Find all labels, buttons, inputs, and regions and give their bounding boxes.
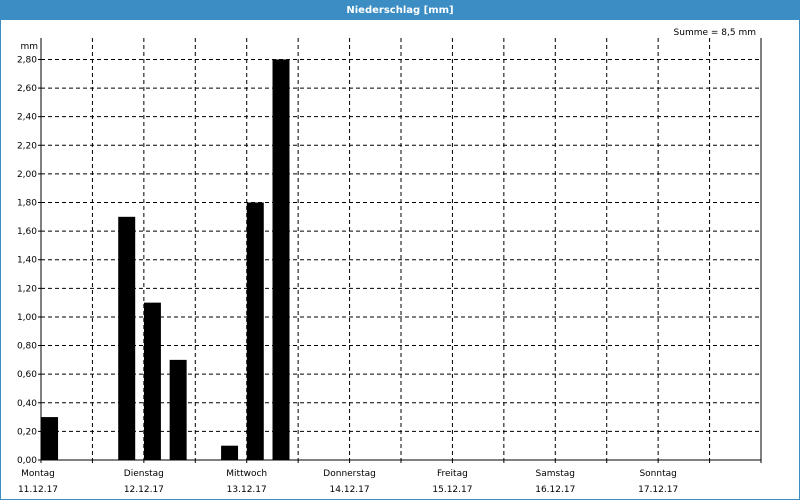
precipitation-bar	[118, 216, 136, 460]
summary-label: Summe = 8,5 mm	[674, 28, 756, 38]
x-tick-label-day: Samstag	[536, 469, 575, 479]
y-tick-label: 1,00	[17, 313, 37, 323]
y-axis-label: mm	[20, 42, 38, 52]
y-tick-label: 0,20	[17, 427, 37, 437]
precipitation-bar	[143, 302, 161, 460]
precipitation-bar	[169, 359, 187, 460]
x-tick-label-day: Donnerstag	[323, 469, 376, 479]
y-tick-label: 0,80	[17, 342, 37, 352]
y-tick-label: 2,60	[17, 84, 37, 94]
y-tick-label: 2,00	[17, 170, 37, 180]
x-tick-label-day: Sonntag	[639, 469, 676, 479]
x-tick-label-day: Dienstag	[124, 469, 164, 479]
y-tick-label: 0,00	[17, 456, 37, 466]
x-tick-label-day: Freitag	[437, 469, 468, 479]
x-tick-label-date: 15.12.17	[432, 485, 472, 495]
x-tick-label-date: 11.12.17	[18, 485, 58, 495]
y-tick-label: 1,80	[17, 199, 37, 209]
precipitation-bar	[221, 445, 239, 460]
y-tick-label: 1,40	[17, 256, 37, 266]
x-tick-label-day: Mittwoch	[226, 469, 267, 479]
precipitation-bar	[272, 59, 290, 460]
x-tick-label-date: 12.12.17	[124, 485, 164, 495]
precipitation-bar	[41, 417, 59, 460]
x-tick-label-date: 16.12.17	[535, 485, 575, 495]
y-tick-label: 0,40	[17, 399, 37, 409]
y-tick-label: 1,20	[17, 284, 37, 294]
precipitation-bar	[246, 202, 264, 460]
chart-title: Niederschlag [mm]	[1, 1, 799, 20]
y-tick-label: 2,40	[17, 113, 37, 123]
x-tick-label-day: Montag	[21, 469, 55, 479]
y-tick-label: 0,60	[17, 370, 37, 380]
y-tick-label: 2,80	[17, 55, 37, 65]
x-tick-label-date: 13.12.17	[227, 485, 267, 495]
x-tick-label-date: 17.12.17	[638, 485, 678, 495]
x-tick-label-date: 14.12.17	[330, 485, 370, 495]
y-tick-label: 1,60	[17, 227, 37, 237]
y-tick-label: 2,20	[17, 141, 37, 151]
